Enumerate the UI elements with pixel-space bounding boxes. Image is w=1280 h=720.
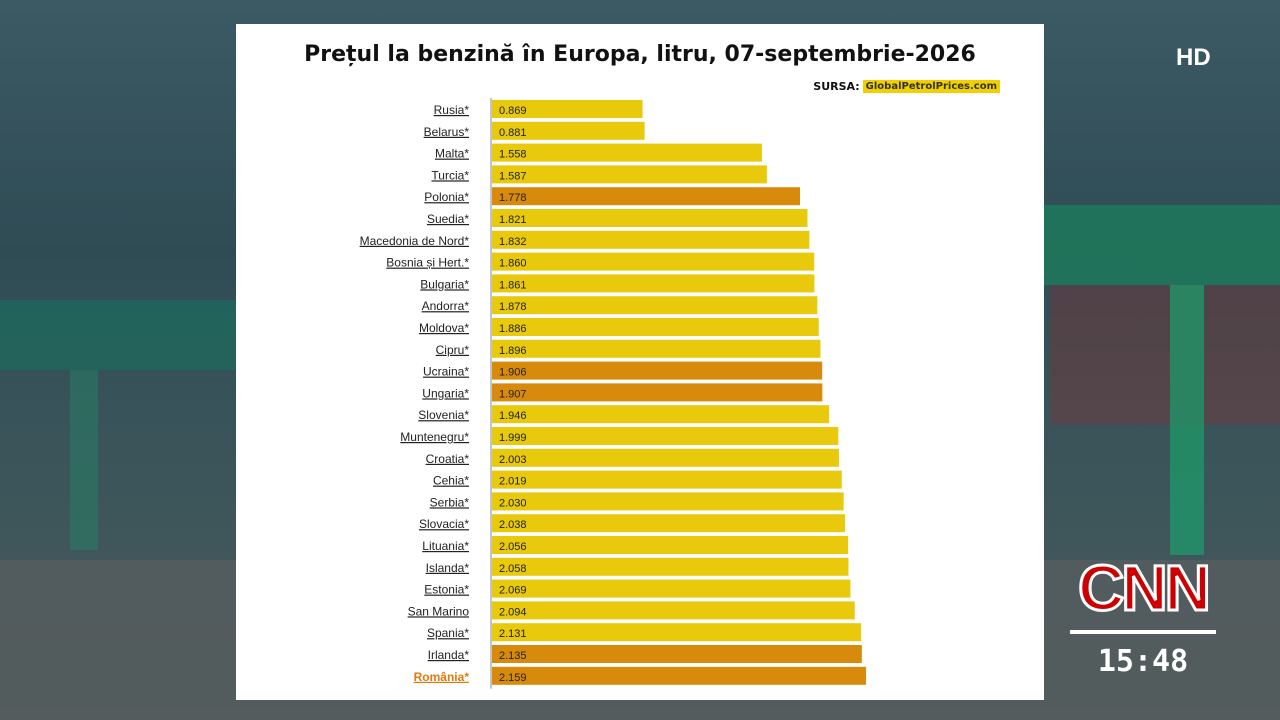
data-label: 1.878 [499, 301, 527, 313]
bar [492, 623, 862, 642]
category-label: Ucraina* [423, 365, 469, 379]
data-label: 1.946 [499, 410, 527, 422]
bar [492, 165, 767, 184]
category-label: Belarus* [424, 125, 470, 139]
data-label: 1.886 [499, 323, 527, 335]
bar [492, 383, 823, 402]
data-label: 2.159 [499, 672, 527, 684]
category-label: Spania* [427, 626, 469, 640]
chart-title: Prețul la benzină în Europa, litru, 07-s… [304, 42, 976, 67]
category-label: Suedia* [427, 212, 469, 226]
bar [492, 492, 844, 511]
category-label: Croatia* [426, 452, 470, 466]
background-station-pillar-left [70, 370, 98, 550]
category-label: Turcia* [431, 168, 469, 182]
category-label: Slovacia* [419, 517, 469, 531]
bar [492, 209, 808, 227]
data-label: 2.069 [499, 585, 527, 597]
background-price-board [1050, 285, 1280, 425]
category-label: Estonia* [424, 583, 469, 597]
category-label: Andorra* [422, 299, 470, 313]
data-label: 1.906 [499, 367, 527, 379]
category-label: San Marino [408, 604, 470, 618]
bar [492, 230, 810, 249]
category-label: Lituania* [422, 539, 469, 553]
category-label: Islanda* [426, 561, 470, 575]
chart-panel: Prețul la benzină în Europa, litru, 07-s… [236, 24, 1044, 700]
data-label: 1.832 [499, 236, 527, 248]
background-station-roof-left [0, 300, 240, 370]
bar [492, 187, 800, 206]
bar [492, 666, 866, 685]
category-label: Rusia* [434, 103, 470, 117]
background-station-pillar-right [1170, 285, 1204, 555]
data-label: 1.907 [499, 388, 527, 400]
bar [492, 100, 643, 118]
bar [492, 361, 823, 380]
bar-chart: Rusia* 0.869 Belarus* 0.881 Malta* 1.558 Turci… [360, 98, 866, 689]
bar [492, 252, 815, 271]
bar [492, 339, 821, 358]
category-label: Muntenegru* [400, 430, 469, 444]
bar [492, 405, 830, 424]
data-label: 0.881 [499, 127, 527, 139]
chart-source: SURSA: GlobalPetrolPrices.com [813, 80, 1000, 93]
data-label: 1.558 [499, 149, 527, 161]
category-label: Bulgaria* [420, 277, 469, 291]
data-label: 0.869 [499, 105, 527, 117]
data-label: 1.778 [499, 192, 527, 204]
bar [492, 601, 855, 620]
data-label: 2.019 [499, 476, 527, 488]
data-label: 1.861 [499, 279, 527, 291]
bar [492, 318, 819, 336]
bar [492, 536, 849, 554]
category-label: Malta* [435, 147, 469, 161]
data-label: 1.860 [499, 258, 527, 270]
data-label: 1.896 [499, 345, 527, 357]
hd-badge: HD [1176, 44, 1211, 71]
category-label: Ungaria* [422, 386, 469, 400]
data-label: 2.003 [499, 454, 527, 466]
data-label: 1.999 [499, 432, 527, 444]
category-label: Moldova* [419, 321, 469, 335]
source-label: SURSA: [813, 80, 860, 93]
cnn-logo: CNN [1068, 552, 1218, 624]
bar [492, 143, 762, 162]
category-label: Polonia* [424, 190, 469, 204]
bar [492, 296, 818, 315]
bar [492, 645, 862, 663]
background-station-roof-right [1044, 205, 1280, 285]
source-badge: GlobalPetrolPrices.com [862, 80, 1000, 93]
category-label: Macedonia de Nord* [360, 234, 470, 248]
data-label: 2.030 [499, 497, 527, 509]
category-label: Serbia* [430, 495, 470, 509]
bar [492, 274, 815, 293]
bar [492, 121, 645, 140]
broadcast-clock: 15:48 [1097, 644, 1189, 679]
bar [492, 514, 846, 533]
cnn-logo-text: CNN [1077, 552, 1213, 624]
data-label: 2.038 [499, 519, 527, 531]
category-label: Bosnia și Hert.* [386, 256, 469, 270]
data-label: 1.821 [499, 214, 527, 226]
data-label: 2.056 [499, 541, 527, 553]
category-label: Irlanda* [428, 648, 470, 662]
data-label: 2.131 [499, 628, 527, 640]
category-label: Cehia* [433, 474, 469, 488]
category-label: Cipru* [436, 343, 470, 357]
data-label: 2.135 [499, 650, 527, 662]
bar [492, 557, 849, 576]
data-label: 2.058 [499, 563, 527, 575]
bar [492, 448, 839, 467]
clock-divider [1070, 630, 1216, 634]
bar [492, 470, 842, 489]
bar [492, 579, 851, 598]
category-label: România* [414, 670, 470, 684]
bar [492, 427, 839, 445]
data-label: 2.094 [499, 606, 527, 618]
data-label: 1.587 [499, 170, 527, 182]
category-label: Slovenia* [418, 408, 469, 422]
